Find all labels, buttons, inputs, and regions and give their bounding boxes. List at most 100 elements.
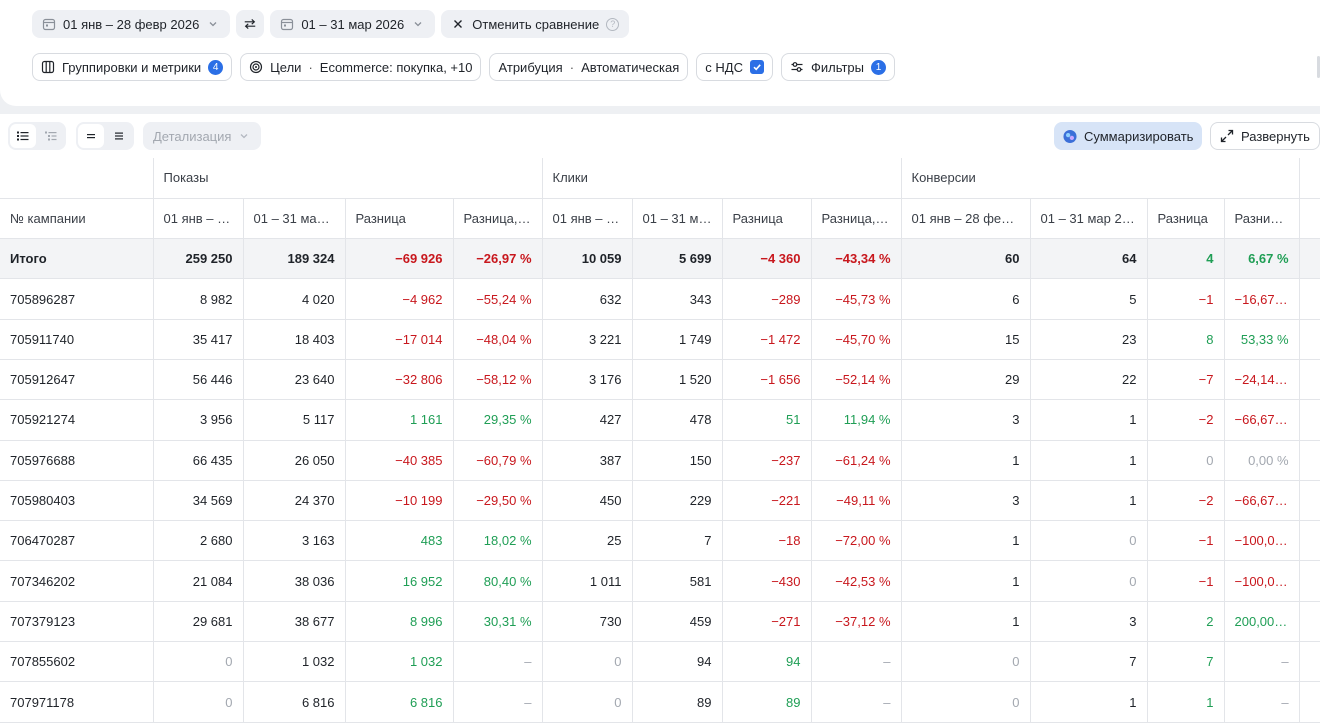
density-compact-icon [87, 134, 95, 139]
conv-diff-cell: 4 [1147, 238, 1225, 280]
conv-period-compare-cell: 64 [1030, 238, 1148, 280]
goals-button[interactable]: Цели · Ecommerce: покупка, +10 [240, 53, 482, 81]
shows-period-compare-cell: 4 020 [243, 278, 346, 320]
table-row[interactable]: 705911740 35 417 18 403 −17 014 −48,04 % 3 22… [0, 319, 1320, 360]
groupings-metrics-button[interactable]: Группировки и метрики 4 [32, 53, 233, 81]
conv-diff-pct-cell: – [1224, 681, 1300, 723]
clicks-period-main-cell: 3 221 [542, 319, 633, 360]
column-header-shows-period-main[interactable]: 01 янв – 28 февр 2026 [153, 198, 244, 240]
conv-period-main-cell: 3 [901, 399, 1031, 441]
goals-value: Ecommerce: покупка, +10 [319, 59, 473, 75]
column-header-conv-period-compare[interactable]: 01 – 31 мар 2026 [1030, 198, 1148, 240]
expand-button[interactable]: Развернуть [1210, 122, 1320, 150]
table-row[interactable]: 705976688 66 435 26 050 −40 385 −60,79 % 387 1… [0, 440, 1320, 481]
table-row[interactable]: 705912647 56 446 23 640 −32 806 −58,12 % 3 17… [0, 359, 1320, 401]
shows-diff-pct-cell: −55,24 % [453, 278, 543, 320]
conv-period-main-cell: 0 [901, 681, 1031, 723]
list-view-button[interactable] [10, 124, 36, 148]
conv-diff-pct-cell: 200,00 % [1224, 601, 1300, 643]
table-row[interactable]: 706470287 2 680 3 163 483 18,02 % 25 7 −18 −72,0… [0, 520, 1320, 562]
table-toolbar: Детализация Суммаризировать Развернуть [0, 114, 1320, 158]
report-table-container: Показы Клики Конверсии № кампании 01 янв … [0, 158, 1320, 726]
table-row[interactable]: 707971178 0 6 816 6 816–0 89 89–0 1 1– [0, 681, 1320, 723]
shows-period-compare-cell: 18 403 [243, 319, 346, 360]
clicks-period-main-cell: 0 [542, 641, 633, 683]
density-compact-button[interactable] [78, 124, 104, 148]
clicks-period-compare-cell: 478 [632, 399, 723, 441]
column-header-conv-period-main[interactable]: 01 янв – 28 февр 2026 [901, 198, 1031, 240]
shows-diff-cell: −40 385 [345, 440, 454, 481]
clicks-period-main-cell: 450 [542, 480, 633, 522]
report-settings-panel: 01 янв – 28 февр 2026 01 – 31 мар 2026 О… [0, 0, 1320, 106]
column-header-shows-diff[interactable]: Разница [345, 198, 454, 240]
column-header-conv-diff[interactable]: Разница [1147, 198, 1225, 240]
column-header-clicks-diff[interactable]: Разница [722, 198, 812, 240]
clicks-period-compare-cell: 150 [632, 440, 723, 481]
shows-diff-pct-cell: – [453, 641, 543, 683]
column-header-clicks-diff-pct[interactable]: Разница, % [811, 198, 902, 240]
shows-period-compare-cell: 189 324 [243, 238, 346, 280]
shows-period-main-cell: 259 250 [153, 238, 244, 280]
vat-toggle[interactable]: с НДС [696, 53, 773, 81]
column-header-shows-diff-pct[interactable]: Разница, % [453, 198, 543, 240]
table-row[interactable]: 705896287 8 982 4 020 −4 962 −55,24 % 632 343−… [0, 278, 1320, 320]
shows-diff-cell: −4 962 [345, 278, 454, 320]
period-compare-picker[interactable]: 01 – 31 мар 2026 [270, 10, 436, 38]
campaign-id-cell: 707379123 [0, 601, 154, 643]
conv-diff-cell: 1 [1147, 681, 1225, 723]
clicks-period-main-cell: 632 [542, 278, 633, 320]
swap-periods-button[interactable] [236, 10, 265, 38]
cancel-compare-button[interactable]: Отменить сравнение ? [441, 10, 630, 38]
cancel-compare-label: Отменить сравнение [472, 16, 600, 32]
filters-button[interactable]: Фильтры 1 [780, 53, 895, 81]
density-normal-button[interactable] [106, 124, 132, 148]
shows-period-compare-cell: 24 370 [243, 480, 346, 522]
empty-cell [1299, 560, 1320, 602]
conv-diff-cell: −2 [1147, 399, 1225, 441]
column-header-shows-period-compare[interactable]: 01 – 31 мар 2026 [243, 198, 346, 240]
vat-checkbox[interactable] [749, 60, 764, 74]
clicks-diff-pct-cell: −61,24 % [811, 440, 902, 481]
column-header-campaign-id[interactable]: № кампании [0, 198, 154, 240]
attribution-label: Атрибуция [498, 59, 563, 75]
conv-period-main-cell: 1 [901, 520, 1031, 562]
total-row[interactable]: Итого 259 250 189 324 −69 926 −26,97 % 10 059… [0, 238, 1320, 280]
clicks-diff-cell: −221 [722, 480, 812, 522]
conv-diff-cell: 2 [1147, 601, 1225, 643]
table-row[interactable]: 705921274 3 956 5 117 1 161 29,35 % 427 478 51 1… [0, 399, 1320, 441]
attribution-button[interactable]: Атрибуция · Автоматическая [489, 53, 689, 81]
column-header-clicks-period-main[interactable]: 01 янв – 28 февр 2026 [542, 198, 633, 240]
ai-sparkle-icon [1063, 129, 1077, 143]
clicks-diff-pct-cell: 11,94 % [811, 399, 902, 441]
table-row[interactable]: 707379123 29 681 38 677 8 996 30,31 % 730 459−… [0, 601, 1320, 643]
period-main-picker[interactable]: 01 янв – 28 февр 2026 [32, 10, 231, 38]
conv-diff-pct-cell: −66,67 % [1224, 480, 1300, 522]
clicks-period-main-cell: 387 [542, 440, 633, 481]
empty-cell [1299, 319, 1320, 360]
shows-diff-cell: −17 014 [345, 319, 454, 360]
conv-period-compare-cell: 22 [1030, 359, 1148, 401]
clicks-period-main-cell: 1 011 [542, 560, 633, 602]
group-header-conversions: Конверсии [901, 158, 1300, 199]
table-row[interactable]: 707346202 21 084 38 036 16 952 80,40 % 1 011 5… [0, 560, 1320, 602]
columns-icon [41, 60, 55, 74]
shows-period-main-cell: 34 569 [153, 480, 244, 522]
detail-dropdown[interactable]: Детализация [143, 122, 262, 150]
shows-period-compare-cell: 6 816 [243, 681, 346, 723]
help-icon[interactable]: ? [606, 17, 620, 31]
column-header-conv-diff-pct[interactable]: Разница, % [1224, 198, 1300, 240]
column-header-clicks-period-compare[interactable]: 01 – 31 мар 2026 [632, 198, 723, 240]
report-table: Показы Клики Конверсии № кампании 01 янв … [0, 158, 1320, 723]
table-row[interactable]: 707855602 0 1 032 1 032–0 94 94–0 7 7– [0, 641, 1320, 683]
campaign-id-cell: 705912647 [0, 359, 154, 401]
clicks-diff-pct-cell: −52,14 % [811, 359, 902, 401]
summarize-button[interactable]: Суммаризировать [1054, 122, 1203, 150]
conv-diff-cell: −1 [1147, 520, 1225, 562]
tree-view-button[interactable] [38, 124, 64, 148]
conv-period-main-cell: 15 [901, 319, 1031, 360]
clicks-diff-cell: 94 [722, 641, 812, 683]
clicks-diff-cell: −289 [722, 278, 812, 320]
table-row[interactable]: 705980403 34 569 24 370 −10 199 −29,50 % 450 2… [0, 480, 1320, 522]
conv-diff-pct-cell: −24,14 % [1224, 359, 1300, 401]
clicks-diff-pct-cell: −37,12 % [811, 601, 902, 643]
